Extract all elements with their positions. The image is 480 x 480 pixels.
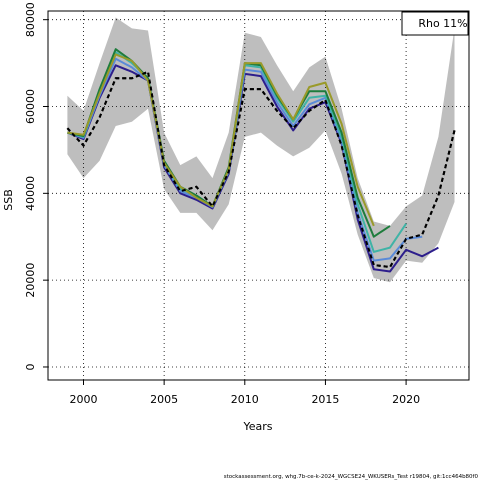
y-tick-label-1: 20000 [24,263,37,298]
footer-credit: stockassessment.org, whg.7b-ce-k-2024_WG… [224,474,479,480]
legend-text: Rho 11% [418,17,467,30]
x-tick-label-1: 2005 [150,393,178,406]
plot-area-frame [47,10,470,381]
x-tick-label-0: 2000 [69,393,97,406]
series-layer [66,48,456,273]
y-tick-label-4: 80000 [24,2,37,37]
y-tick-label-2: 40000 [24,176,37,211]
x-tick-label-4: 2020 [392,393,420,406]
series-line-5 [67,53,375,227]
x-axis-title: Years [242,420,272,433]
y-tick-label-3: 60000 [24,89,37,124]
reference-line-overlay [66,70,456,269]
axis-layer: 2000 2005 2010 2015 2020 0 20000 40000 60000 8000… [24,2,420,406]
x-tick-label-2: 2010 [231,393,259,406]
grid-layer [48,11,469,380]
series-line-1 [67,64,439,273]
y-tick-label-0: 0 [24,363,37,370]
y-axis-title: SSB [2,189,15,211]
x-tick-label-3: 2015 [311,393,339,406]
legend-box: Rho 11% [401,11,469,36]
